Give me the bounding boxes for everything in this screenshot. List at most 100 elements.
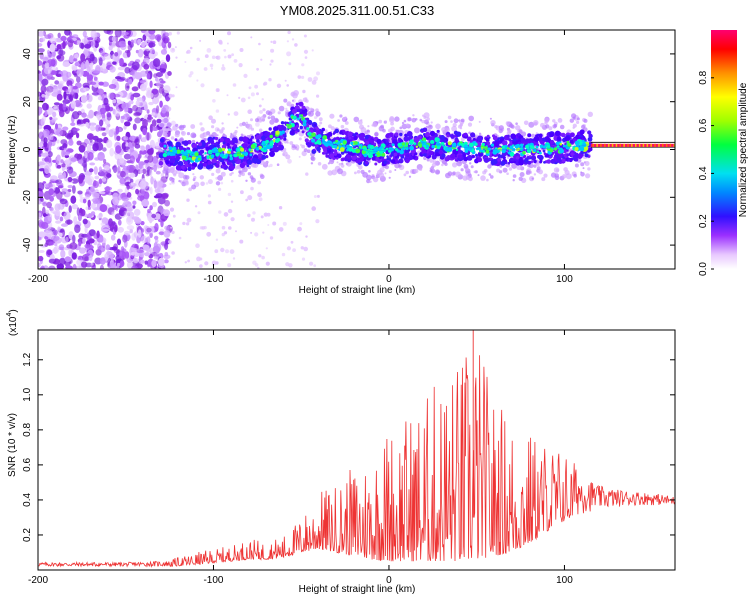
sparse-speck	[231, 53, 235, 57]
band-speck	[281, 121, 285, 125]
noise-speck	[38, 106, 43, 115]
noise-speck	[38, 60, 43, 67]
noise-speck	[48, 265, 56, 269]
halo-speck	[337, 119, 340, 122]
noise-speck	[144, 260, 148, 265]
sparse-speck	[223, 49, 227, 52]
core-speck	[316, 139, 322, 145]
halo-speck	[559, 124, 565, 130]
halo-speck	[366, 129, 370, 133]
halo-speck	[234, 166, 239, 170]
sparse-speck	[175, 56, 178, 59]
core-speck	[539, 151, 542, 155]
band-speck	[658, 143, 660, 147]
band-speck	[199, 160, 203, 164]
band-speck	[225, 137, 231, 144]
band-speck	[562, 156, 565, 160]
noise-speck	[139, 180, 147, 190]
noise-speck	[56, 164, 62, 169]
halo-speck	[512, 179, 515, 182]
noise-speck	[59, 216, 64, 222]
band-speck	[371, 156, 376, 161]
noise-speck	[54, 242, 58, 247]
core-speck	[405, 142, 409, 145]
halo-speck	[574, 163, 579, 168]
band-speck	[574, 157, 579, 162]
noise-speck	[87, 151, 94, 161]
sparse-speck	[304, 56, 308, 59]
snr-frame	[37, 329, 676, 571]
sparse-speck	[262, 231, 265, 234]
halo-speck	[178, 179, 181, 183]
noise-speck	[128, 100, 134, 105]
core-speck	[236, 151, 242, 157]
noise-speck	[46, 73, 53, 80]
band-speck	[187, 167, 192, 171]
noise-speck	[142, 34, 147, 41]
halo-speck	[329, 113, 335, 119]
noise-speck	[46, 249, 53, 256]
sparse-speck	[168, 240, 172, 244]
noise-speck	[118, 219, 122, 226]
noise-speck	[164, 242, 169, 250]
halo-speck	[303, 148, 308, 153]
core-speck	[431, 144, 436, 149]
core-speck	[532, 148, 537, 153]
sparse-speck	[313, 195, 317, 198]
core-speck	[392, 143, 395, 147]
band-speck	[365, 140, 370, 145]
noise-speck	[47, 151, 53, 158]
noise-speck	[164, 252, 169, 257]
noise-speck	[43, 141, 48, 148]
noise-speck	[86, 103, 92, 109]
noise-speck	[84, 174, 91, 184]
noise-speck	[131, 247, 138, 252]
noise-speck	[49, 196, 54, 202]
halo-speck	[184, 180, 189, 186]
sparse-speck	[313, 264, 317, 268]
noise-speck	[54, 80, 60, 85]
halo-speck	[211, 172, 215, 176]
sparse-speck	[211, 55, 216, 60]
halo-speck	[450, 120, 453, 123]
sparse-speck	[200, 83, 205, 88]
band-speck	[296, 109, 300, 113]
halo-speck	[161, 119, 165, 123]
halo-speck	[572, 126, 575, 129]
core-speck	[468, 142, 474, 148]
noise-speck	[62, 102, 67, 111]
noise-speck	[38, 255, 44, 262]
noise-speck	[112, 99, 117, 104]
band-speck	[436, 129, 440, 133]
noise-speck	[110, 234, 116, 241]
core-speck	[556, 145, 560, 149]
noise-speck	[67, 40, 74, 48]
band-speck	[359, 135, 364, 141]
halo-speck	[390, 121, 394, 126]
noise-speck	[134, 117, 142, 124]
noise-speck	[55, 123, 58, 130]
halo-speck	[533, 173, 537, 176]
core-speck	[215, 152, 220, 157]
halo-speck	[268, 111, 273, 116]
band-speck	[588, 133, 593, 138]
noise-speck	[158, 231, 165, 236]
noise-speck	[111, 36, 116, 42]
noise-speck	[162, 32, 170, 37]
noise-speck	[112, 61, 117, 65]
noise-speck	[122, 234, 128, 243]
sparse-speck	[200, 127, 205, 132]
noise-speck	[93, 76, 98, 81]
noise-speck	[64, 256, 72, 263]
band-speck	[256, 133, 259, 136]
halo-speck	[403, 173, 407, 177]
halo-speck	[426, 158, 430, 162]
sparse-speck	[221, 64, 225, 67]
sparse-speck	[215, 261, 219, 265]
halo-speck	[582, 167, 585, 170]
noise-speck	[87, 199, 91, 208]
core-speck	[187, 149, 192, 154]
halo-speck	[250, 127, 254, 131]
sparse-speck	[169, 207, 175, 212]
sparse-speck	[171, 230, 175, 235]
